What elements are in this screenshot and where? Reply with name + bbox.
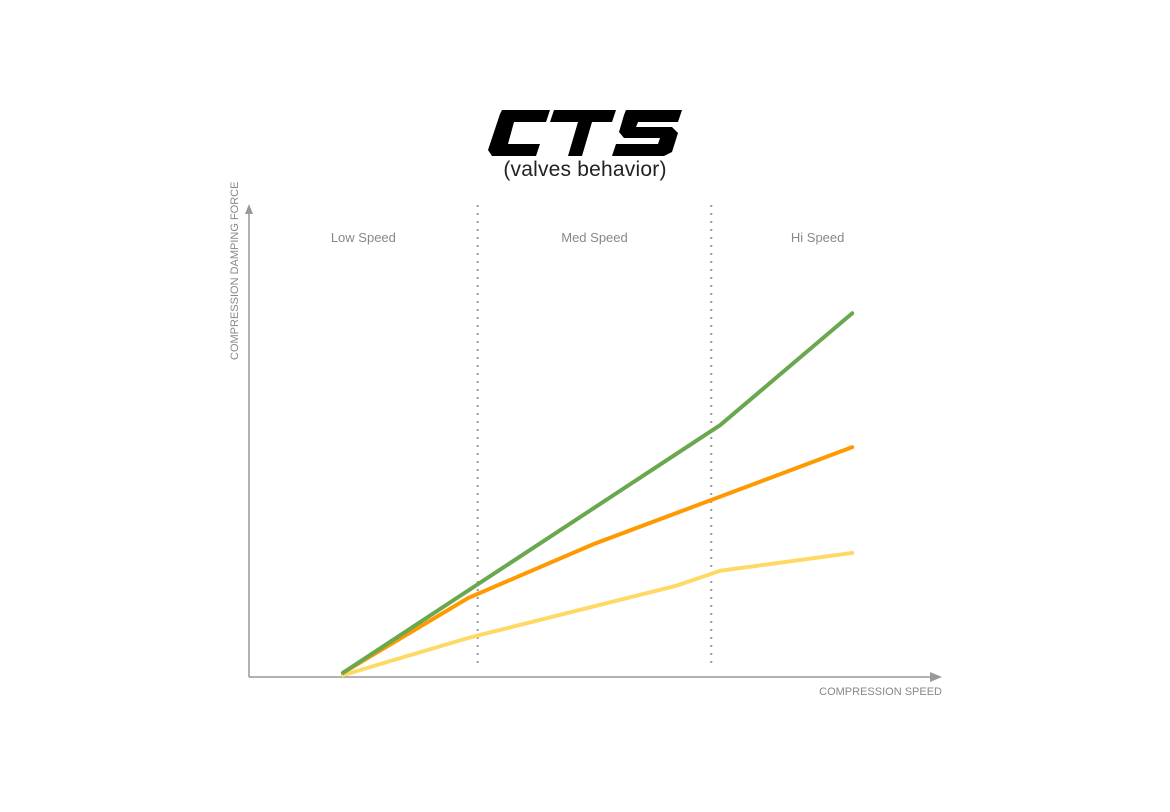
zone-label: Hi Speed — [791, 230, 844, 245]
y-axis-arrow — [245, 204, 253, 214]
y-axis-label: COMPRESSION DAMPING FORCE — [229, 182, 241, 360]
series-line-1 — [340, 445, 855, 675]
cts-logo — [488, 110, 682, 156]
zone-label: Med Speed — [561, 230, 628, 245]
series-line-0 — [340, 311, 855, 675]
x-axis-arrow — [930, 672, 942, 682]
chart-subtitle: (valves behavior) — [503, 158, 667, 181]
zone-label: Low Speed — [331, 230, 396, 245]
x-axis-label: COMPRESSION SPEED — [819, 686, 942, 698]
series-line-2 — [340, 550, 855, 678]
